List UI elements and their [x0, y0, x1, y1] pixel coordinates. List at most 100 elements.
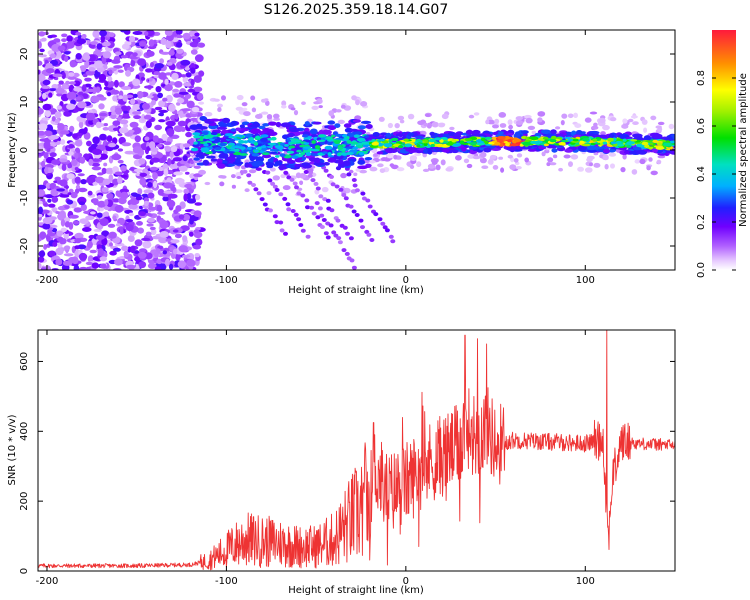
spectrogram-cell	[59, 130, 70, 135]
spectrogram-cell	[348, 236, 354, 241]
spectrogram-cell	[58, 80, 64, 85]
spectrogram-cell	[558, 142, 565, 146]
spectrogram-cell	[276, 146, 284, 150]
spectrogram-cell	[287, 132, 295, 138]
spectrogram-cell	[379, 168, 386, 174]
spectrogram-cell	[209, 118, 221, 122]
spectrogram-cell	[290, 107, 296, 111]
spectrogram-cell	[409, 164, 415, 169]
spectrogram-cell	[427, 163, 436, 169]
spectrogram-cell	[59, 210, 66, 218]
spectrogram-cell	[359, 169, 368, 174]
spectrogram-cell	[634, 159, 641, 164]
spectrogram-cell	[360, 101, 368, 107]
spectrogram-cell	[75, 32, 82, 36]
spectrogram-cell	[480, 137, 486, 142]
spectrogram-cell	[197, 42, 206, 48]
spectrogram-cell	[131, 126, 142, 135]
spectrogram-cell	[363, 135, 370, 138]
spectrogram-cell	[272, 175, 280, 181]
spectrogram-cell	[139, 172, 148, 177]
spectrogram-cell	[146, 95, 154, 99]
spectrogram-cell	[199, 116, 207, 121]
spectrogram-cell	[632, 146, 643, 151]
spectrogram-cell	[238, 134, 244, 138]
spectrogram-cell	[337, 146, 344, 150]
spectrogram-cell	[509, 164, 517, 170]
spectrogram-cell	[80, 204, 88, 211]
spectrogram-cell	[626, 144, 632, 148]
spectrogram-cell	[368, 160, 376, 164]
spectrogram-cell	[261, 111, 269, 115]
spectrogram-cell	[48, 92, 53, 98]
spectrogram-cell	[233, 151, 242, 156]
spectrogram-cell	[38, 90, 42, 98]
spectrogram-cell	[487, 119, 496, 125]
spectrogram-cell	[641, 119, 648, 125]
colorbar-ticks: 0.0 0.2 0.4 0.6 0.8	[696, 70, 736, 278]
spectrogram-cell	[210, 158, 218, 162]
spectrogram-cell	[311, 105, 319, 110]
spectrogram-cell	[315, 215, 321, 220]
spectrogram-cell	[328, 223, 334, 228]
spectrogram-cell	[341, 193, 347, 197]
spectrogram-cell	[183, 188, 189, 195]
spectrogram-cell	[655, 125, 662, 129]
spectrogram-cell	[61, 38, 67, 42]
spectrogram-cell	[542, 136, 549, 140]
spectrogram-cell	[198, 154, 205, 159]
spectrogram-cell	[267, 158, 274, 163]
spectrogram-cell	[361, 141, 370, 145]
spectrogram-cell	[104, 81, 109, 87]
spectrogram-cell	[301, 101, 306, 105]
spectrogram-cell	[167, 158, 172, 166]
spectrogram-cell	[299, 180, 304, 186]
spectrogram-cell	[325, 235, 331, 240]
spectrogram-cell	[567, 113, 574, 119]
spectrogram-cell	[250, 95, 256, 101]
spectrogram-cell	[168, 263, 174, 270]
spectrogram-cell	[258, 125, 266, 130]
spectrogram-cell	[352, 119, 361, 123]
spectrogram-cell	[351, 95, 357, 101]
spectrogram-cell	[88, 119, 95, 125]
spectrogram-cell	[156, 204, 163, 212]
spectrogram-cell	[610, 117, 617, 122]
spectrogram-cell	[561, 113, 568, 119]
spectrogram-cell	[646, 165, 651, 171]
spectrogram-cell	[154, 124, 163, 131]
spectrogram-cell	[52, 241, 58, 247]
spectrogram-cell	[49, 53, 56, 59]
spectrogram-cell	[51, 228, 58, 233]
spectrogram-cell	[38, 206, 43, 215]
spectrogram-cell	[138, 158, 146, 165]
spectrogram-y-axis-label: Frequency (Hz)	[7, 112, 18, 188]
spectrogram-cell	[342, 134, 348, 138]
spectrogram-cell	[273, 113, 280, 119]
spectrogram-cell	[167, 193, 178, 199]
spectrogram-cell	[145, 154, 153, 160]
spectrogram-cell	[91, 158, 101, 162]
spectrogram-cell	[586, 145, 597, 151]
spectrogram-cell	[494, 141, 501, 146]
spectrogram-cell	[429, 131, 436, 136]
spectrogram-cell	[329, 174, 334, 179]
spectrogram-cell	[241, 102, 248, 107]
spectrogram-cell	[79, 218, 89, 225]
spectrogram-cell	[639, 158, 646, 165]
spectrogram-cell	[38, 213, 43, 218]
spectrogram-cell	[498, 112, 507, 118]
spectrogram-cell	[311, 211, 317, 216]
spectrogram-cell	[407, 132, 415, 137]
spectrogram-cell	[38, 184, 47, 190]
spectrogram-cell	[334, 140, 341, 145]
spectrogram-cell	[150, 147, 159, 153]
spectrogram-cell	[593, 152, 599, 156]
spectrogram-cell	[186, 259, 196, 267]
snr-frame	[37, 329, 676, 572]
spectrogram-cell	[109, 250, 117, 256]
spectrogram-cell	[217, 107, 222, 113]
spectrogram-cell	[123, 110, 129, 114]
spectrogram-cell	[357, 159, 366, 165]
spectrogram-cell	[305, 205, 310, 210]
